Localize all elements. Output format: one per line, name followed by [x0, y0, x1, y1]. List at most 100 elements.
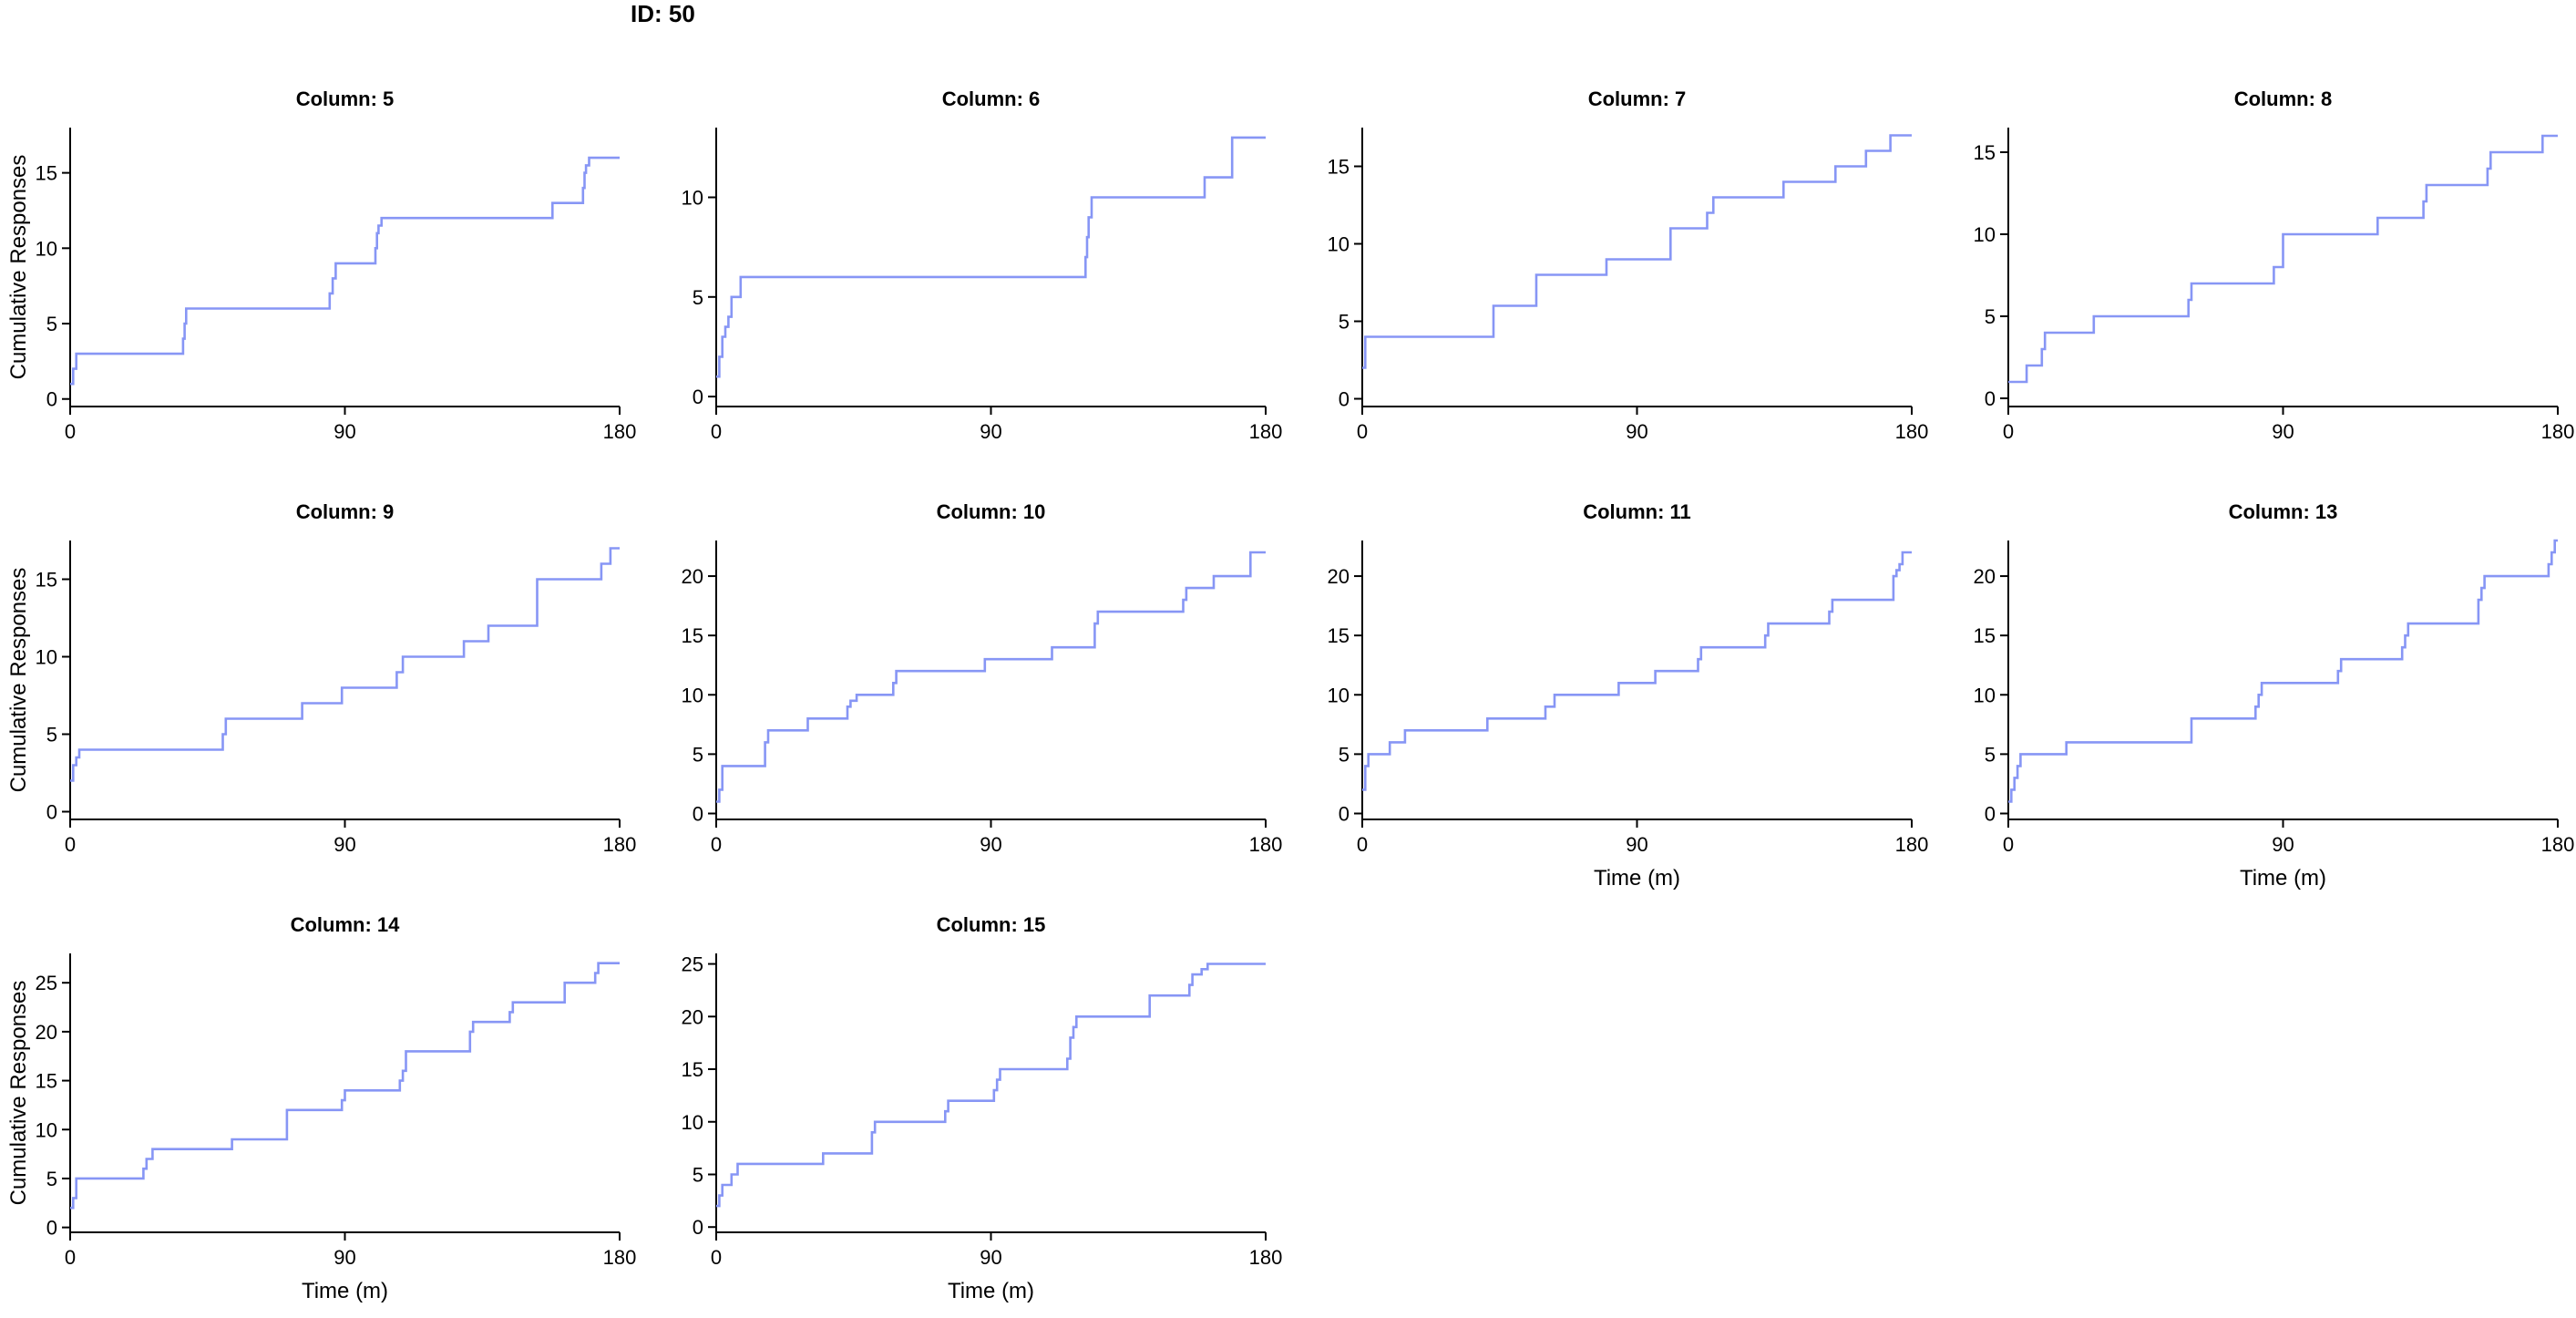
x-tick-label: 0 [711, 420, 722, 443]
y-tick-label: 0 [1339, 802, 1350, 825]
panel-title: Column: 7 [1588, 88, 1687, 110]
y-axis-label: Cumulative Responses [6, 981, 31, 1206]
panel-title: Column: 6 [942, 88, 1041, 110]
panel-10: Column: 15 0 90 180 0 5 10 15 20 25 Time (m) [682, 913, 1283, 1303]
y-tick-label: 5 [693, 1163, 703, 1186]
x-tick-label: 90 [980, 420, 1001, 443]
series-line [70, 547, 620, 782]
panel-title: Column: 9 [296, 500, 395, 523]
panel-7: Column: 11 0 90 180 0 5 10 15 20 Time (m) [1328, 500, 1929, 891]
x-tick-label: 90 [980, 833, 1001, 856]
x-tick-label: 90 [334, 420, 355, 443]
series-line [70, 156, 620, 386]
y-tick-label: 20 [1328, 565, 1350, 588]
panel-title: Column: 13 [2229, 500, 2338, 523]
panel-6: Column: 10 0 90 180 0 5 10 15 20 [682, 500, 1283, 856]
y-tick-label: 5 [46, 1168, 57, 1190]
y-tick-label: 15 [36, 569, 57, 592]
x-tick-label: 180 [2541, 833, 2575, 856]
x-tick-label: 0 [2003, 420, 2014, 443]
x-axis-label: Time (m) [2240, 866, 2326, 891]
x-tick-label: 90 [334, 1246, 355, 1269]
y-tick-label: 10 [682, 1111, 703, 1134]
x-tick-label: 180 [1249, 1246, 1283, 1269]
x-tick-label: 180 [1249, 833, 1283, 856]
y-tick-label: 15 [682, 624, 703, 647]
x-tick-label: 180 [1249, 420, 1283, 443]
x-tick-label: 0 [1357, 420, 1368, 443]
panel-2: Column: 6 0 90 180 0 5 10 [682, 88, 1283, 443]
y-tick-label: 10 [1974, 684, 1996, 706]
panel-title: Column: 5 [296, 88, 395, 110]
panel-title: Column: 11 [1583, 500, 1691, 523]
y-tick-label: 15 [1974, 624, 1996, 647]
series-line [716, 136, 1266, 378]
y-tick-label: 15 [36, 1070, 57, 1093]
y-tick-label: 15 [1974, 141, 1996, 164]
y-axis-label: Cumulative Responses [6, 568, 31, 793]
x-tick-label: 90 [980, 1246, 1001, 1269]
x-tick-label: 90 [2272, 420, 2294, 443]
y-tick-label: 5 [693, 286, 703, 309]
y-tick-label: 0 [46, 801, 57, 824]
y-tick-label: 5 [1985, 743, 1996, 766]
y-tick-label: 10 [682, 684, 703, 706]
series-line [1362, 134, 1912, 369]
panel-3: Column: 7 0 90 180 0 5 10 15 [1328, 88, 1929, 443]
x-tick-label: 0 [65, 1246, 76, 1269]
x-tick-label: 180 [603, 833, 637, 856]
series-line [1362, 551, 1912, 791]
y-tick-label: 25 [36, 972, 57, 994]
y-tick-label: 10 [36, 1118, 57, 1141]
panel-8: Column: 13 0 90 180 0 5 10 15 20 Time (m) [1974, 500, 2575, 891]
y-tick-label: 10 [1974, 223, 1996, 246]
y-tick-label: 20 [682, 565, 703, 588]
y-tick-label: 5 [1339, 743, 1350, 766]
y-tick-label: 0 [693, 802, 703, 825]
series-line [2008, 539, 2558, 803]
figure-title: ID: 50 [631, 0, 695, 27]
x-tick-label: 180 [1895, 833, 1929, 856]
x-tick-label: 0 [65, 420, 76, 443]
x-tick-label: 180 [2541, 420, 2575, 443]
y-tick-label: 10 [682, 187, 703, 210]
x-tick-label: 180 [603, 1246, 637, 1269]
series-line [716, 963, 1266, 1208]
y-tick-label: 10 [36, 646, 57, 669]
y-tick-label: 15 [36, 162, 57, 185]
y-tick-label: 0 [46, 388, 57, 411]
y-tick-label: 5 [46, 313, 57, 335]
y-tick-label: 15 [1328, 156, 1350, 179]
y-tick-label: 25 [682, 953, 703, 976]
series-line [2008, 134, 2558, 384]
panel-title: Column: 14 [291, 913, 401, 936]
x-tick-label: 0 [65, 833, 76, 856]
y-tick-label: 5 [1985, 305, 1996, 328]
x-tick-label: 180 [1895, 420, 1929, 443]
x-tick-label: 180 [603, 420, 637, 443]
x-tick-label: 90 [1626, 833, 1647, 856]
panel-9: Column: 14 0 90 180 0 5 10 15 20 25 Time (m) Cumula… [6, 913, 636, 1303]
y-tick-label: 10 [1328, 684, 1350, 706]
x-tick-label: 0 [1357, 833, 1368, 856]
y-tick-label: 5 [46, 724, 57, 747]
y-tick-label: 15 [682, 1058, 703, 1081]
panel-title: Column: 10 [937, 500, 1046, 523]
x-axis-label: Time (m) [1594, 866, 1680, 891]
x-axis-label: Time (m) [948, 1279, 1034, 1303]
x-tick-label: 90 [1626, 420, 1647, 443]
y-tick-label: 0 [1985, 802, 1996, 825]
y-tick-label: 20 [682, 1005, 703, 1028]
x-tick-label: 0 [711, 1246, 722, 1269]
y-tick-label: 0 [1339, 388, 1350, 411]
panel-title: Column: 8 [2234, 88, 2333, 110]
y-tick-label: 0 [1985, 387, 1996, 410]
y-tick-label: 20 [36, 1021, 57, 1044]
y-tick-label: 5 [693, 743, 703, 766]
x-tick-label: 90 [2272, 833, 2294, 856]
y-axis-label: Cumulative Responses [6, 155, 31, 380]
y-tick-label: 0 [693, 1216, 703, 1239]
